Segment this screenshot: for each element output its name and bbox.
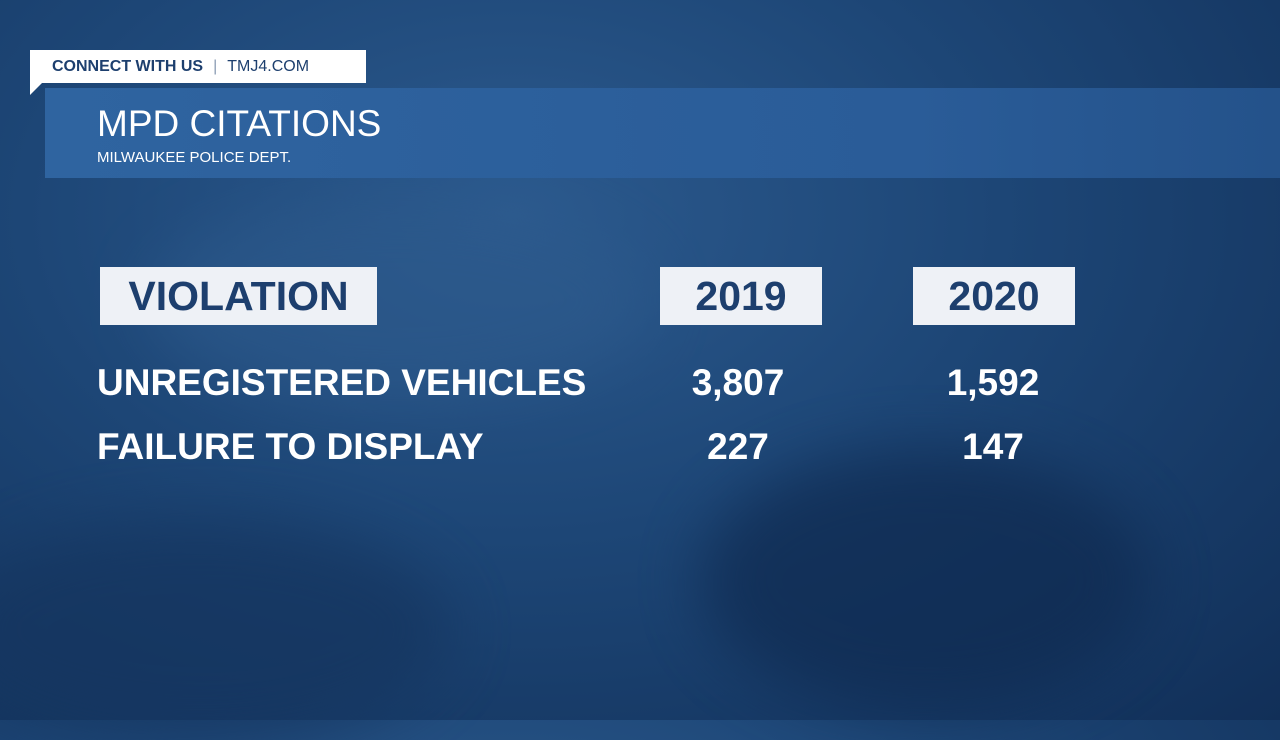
cell-value: 147 [962, 426, 1024, 467]
title-bar [45, 88, 1280, 178]
connect-banner: CONNECT WITH US | TMJ4.COM [30, 50, 366, 95]
cell-value: 3,807 [691, 362, 785, 403]
banner-label: CONNECT WITH US [52, 57, 204, 75]
banner-tail [30, 83, 42, 95]
title: MPD CITATIONS [97, 103, 382, 144]
column-header: 2020 [913, 267, 1075, 325]
row-label: FAILURE TO DISPLAY [97, 426, 484, 467]
background-shape [700, 450, 1150, 710]
cell-value: 1,592 [946, 362, 1040, 403]
column-header: VIOLATION [100, 267, 377, 325]
banner-site: TMJ4.COM [227, 57, 310, 75]
subtitle: MILWAUKEE POLICE DEPT. [97, 149, 292, 166]
column-header: 2019 [660, 267, 822, 325]
row-label: UNREGISTERED VEHICLES [97, 362, 587, 403]
cell-value: 227 [707, 426, 769, 467]
background-shape [0, 520, 450, 740]
separator: | [213, 57, 218, 75]
